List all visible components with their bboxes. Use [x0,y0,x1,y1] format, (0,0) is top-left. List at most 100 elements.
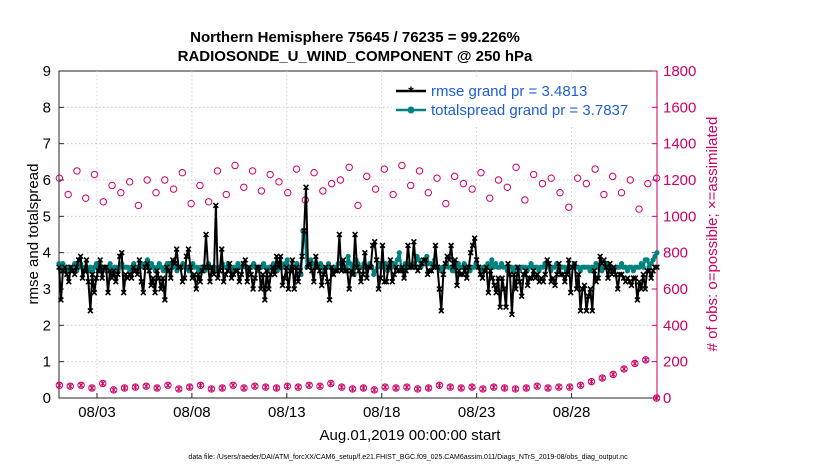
rmse-point [438,307,445,314]
obs-assimilated-cross [642,356,649,364]
rmse-point [318,282,325,289]
rmse-point [630,275,637,282]
obs-possible-marker [99,198,107,206]
rmse-point [389,278,396,285]
rmse-point [552,282,559,289]
obs-assimilated-cross [284,382,291,390]
rmse-point [281,275,288,282]
rmse-point [187,264,194,271]
rmse-point [454,282,460,289]
obs-assimilated-cross [67,382,74,390]
rmse-point [452,256,459,263]
obs-assimilated-cross [588,378,595,385]
rmse-point [383,278,390,285]
rmse-point [561,278,568,285]
rmse-point [434,264,441,271]
rmse-point [320,271,327,278]
rmse-point [614,286,621,292]
rmse-point [128,275,135,282]
rmse-point [67,264,74,271]
rmse-point [348,267,355,274]
rmse-point [416,264,423,271]
rmse-point [279,282,286,289]
obs-possible-marker [477,169,485,177]
rmse-point [303,184,310,191]
rmse-point [314,264,321,271]
rmse-point [163,264,170,271]
obs-assimilated-cross [436,382,443,389]
obs-possible-marker [363,172,371,181]
obs-possible-marker [591,165,599,173]
obs-possible-marker [152,189,160,197]
totalspread-point [107,261,113,267]
rmse-point [250,286,257,292]
obs-assimilated-cross [631,360,638,367]
rmse-point [505,260,511,267]
totalspread-point [345,253,351,259]
rmse-point [291,286,298,292]
chart-subtitle: RADIOSONDE_U_WIND_COMPONENT @ 250 hPa [178,48,533,65]
rmse-point [516,278,523,285]
obs-assimilated-cross [447,383,454,391]
rmse-point [322,264,329,271]
obs-possible-marker [196,181,204,190]
rmse-point [387,256,394,263]
rmse-point [567,289,574,296]
rmse-point [118,249,125,256]
rmse-point [101,264,108,271]
legend-totalspread-marker [407,106,415,114]
rmse-point [432,242,439,249]
rmse-point [583,307,590,314]
obs-assimilated-cross [414,385,421,393]
rmse-point [652,264,659,271]
obs-possible-marker [371,185,380,193]
obs-possible-marker [125,178,134,186]
obs-assimilated-cross [121,384,128,392]
obs-possible-marker [82,194,90,202]
obs-assimilated-cross [371,386,378,394]
rmse-point [487,267,494,274]
obs-possible-marker [600,190,608,199]
obs-assimilated-cross [621,365,627,373]
obs-possible-marker [635,205,643,213]
obs-assimilated-cross [577,382,584,389]
y-tick-label-left: 1 [43,354,51,371]
obs-possible-marker [450,172,459,181]
obs-possible-marker [187,199,195,208]
rmse-point [436,286,443,292]
rmse-point [512,286,519,292]
totalspread-point [396,250,402,256]
rmse-point [577,307,584,314]
rmse-point [648,275,655,282]
rmse-point [420,256,427,263]
rmse-point [254,264,260,271]
rmse-point [181,275,188,282]
rmse-point [601,256,608,263]
x-tick-label: 08/28 [553,404,591,421]
rmse-point [57,296,64,303]
x-tick-label: 08/23 [458,404,496,421]
obs-possible-marker [503,183,512,191]
obs-assimilated-cross [360,384,367,392]
obs-possible-marker [231,161,239,170]
rmse-point [116,253,123,260]
rmse-point [138,278,145,285]
obs-assimilated-cross [230,382,237,389]
rmse-point [595,275,602,282]
rmse-point [522,267,529,274]
legend-rmse-marker: * [408,83,414,99]
rmse-point [257,286,264,292]
rmse-point [183,253,190,260]
rmse-point [654,264,660,271]
rmse-point [220,278,227,285]
rmse-point [520,271,527,278]
obs-assimilated-cross [78,382,85,389]
rmse-point [499,275,506,282]
rmse-point [65,278,72,285]
legend-totalspread-label: totalspread grand pr = 3.7837 [431,102,628,119]
rmse-point [177,264,184,271]
obs-possible-marker [292,165,301,173]
x-tick-label: 08/08 [173,404,211,421]
rmse-point [269,264,276,271]
